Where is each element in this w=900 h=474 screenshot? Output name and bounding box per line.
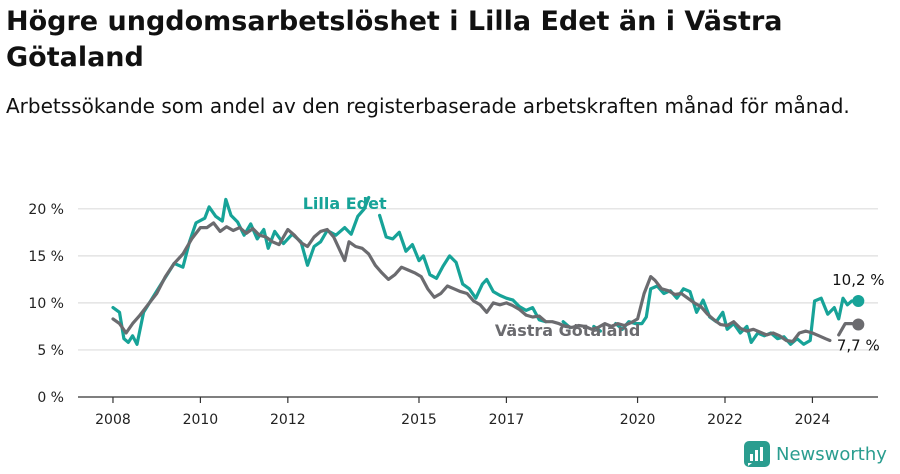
chart-title: Högre ungdomsarbetslöshet i Lilla Edet ä… — [6, 6, 783, 73]
chart-subtitle: Arbetssökande som andel av den registerb… — [6, 94, 850, 118]
y-tick-label: 15 % — [28, 249, 64, 265]
x-tick-label: 2017 — [489, 412, 525, 428]
x-tick-label: 2008 — [95, 412, 131, 428]
y-tick-label: 20 % — [28, 202, 64, 218]
series-end-dot-vastra-gotaland — [852, 318, 865, 331]
y-tick-label: 10 % — [28, 296, 64, 312]
brand-name: Newsworthy — [776, 443, 887, 465]
x-tick-label: 2022 — [707, 412, 743, 428]
y-tick-label: 5 % — [37, 343, 64, 359]
series-end-dot-lilla-edet — [852, 295, 865, 308]
series-labels: Lilla Edet Västra Götaland 10,2 % 7,7 % — [303, 194, 885, 355]
series-line-lilla-edet — [111, 195, 860, 346]
series-label-lilla-edet: Lilla Edet — [303, 194, 387, 213]
x-tick-label: 2020 — [620, 412, 656, 428]
x-axis-ticks: 2008 2010 2012 2015 2017 2020 2022 2024 — [95, 397, 830, 428]
y-axis-ticks: 0 % 5 % 10 % 15 % 20 % — [28, 202, 64, 406]
newsworthy-logo-icon — [744, 441, 770, 467]
x-tick-label: 2010 — [183, 412, 219, 428]
x-tick-label: 2015 — [401, 412, 437, 428]
x-tick-label: 2012 — [270, 412, 306, 428]
series-lines — [111, 195, 865, 346]
end-value-vastra-gotaland: 7,7 % — [837, 337, 880, 355]
newsworthy-brand: Newsworthy — [744, 441, 887, 467]
y-tick-label: 0 % — [37, 390, 64, 406]
end-value-lilla-edet: 10,2 % — [832, 271, 884, 289]
series-label-vastra-gotaland: Västra Götaland — [495, 321, 640, 340]
x-tick-label: 2024 — [795, 412, 831, 428]
